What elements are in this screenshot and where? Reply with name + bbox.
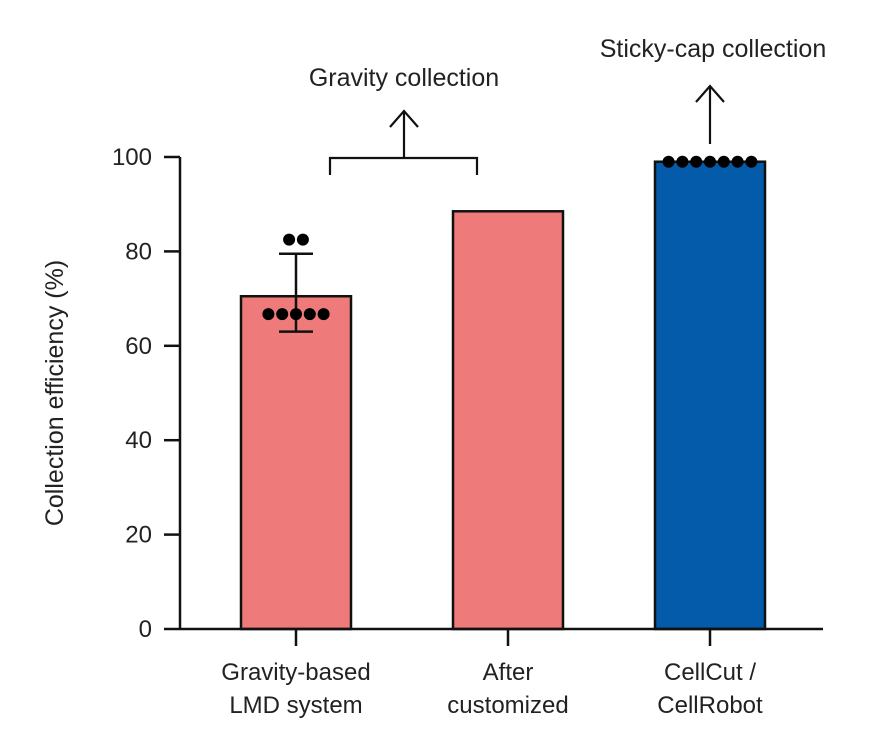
axes bbox=[178, 157, 823, 631]
x-tick-label-line: Gravity-based bbox=[221, 659, 370, 686]
gravity-arrow-icon bbox=[389, 109, 419, 128]
data-point bbox=[303, 308, 316, 321]
x-tick-label-line: LMD system bbox=[229, 692, 362, 719]
data-point bbox=[745, 155, 758, 168]
y-ticks: 0 20 40 60 80 100 bbox=[112, 144, 180, 643]
data-points bbox=[262, 155, 758, 321]
y-tick-label: 80 bbox=[125, 238, 152, 265]
bar bbox=[239, 294, 353, 631]
y-tick-label: 20 bbox=[125, 522, 152, 549]
x-ticks: Gravity-based LMD system After customized Ce… bbox=[221, 629, 763, 719]
data-point bbox=[731, 155, 744, 168]
x-tick-label: After customized bbox=[447, 659, 568, 719]
data-point bbox=[690, 155, 703, 168]
y-tick-label: 40 bbox=[125, 427, 152, 454]
x-tick-label: CellCut / CellRobot bbox=[657, 659, 763, 719]
data-point bbox=[283, 233, 296, 246]
data-point bbox=[704, 155, 716, 168]
sticky-arrow-icon bbox=[695, 84, 725, 103]
data-point bbox=[290, 308, 302, 321]
x-tick-label-line: CellCut / bbox=[664, 659, 756, 686]
gravity-collection-label: Gravity collection bbox=[309, 64, 499, 92]
sticky-cap-collection-label: Sticky-cap collection bbox=[600, 35, 826, 63]
data-point bbox=[317, 308, 330, 321]
x-tick-label: Gravity-based LMD system bbox=[221, 659, 370, 719]
data-point bbox=[717, 155, 730, 168]
y-tick-label: 0 bbox=[139, 616, 152, 643]
x-tick-label-line: CellRobot bbox=[657, 692, 763, 719]
data-point bbox=[262, 308, 275, 321]
bar bbox=[451, 210, 565, 631]
data-point bbox=[276, 308, 289, 321]
x-tick-label-line: customized bbox=[447, 692, 568, 719]
data-point bbox=[676, 155, 689, 168]
gravity-bracket bbox=[328, 156, 479, 175]
y-tick-label: 60 bbox=[125, 333, 152, 360]
bars bbox=[239, 160, 767, 631]
y-tick-label: 100 bbox=[112, 144, 152, 171]
data-point bbox=[662, 155, 675, 168]
x-tick-label-line: After bbox=[483, 659, 534, 686]
data-point bbox=[296, 233, 309, 246]
bar bbox=[653, 160, 767, 631]
annotations: Gravity collection Sticky-cap collection bbox=[309, 35, 826, 175]
y-axis-title: Collection efficiency (%) bbox=[41, 260, 69, 526]
